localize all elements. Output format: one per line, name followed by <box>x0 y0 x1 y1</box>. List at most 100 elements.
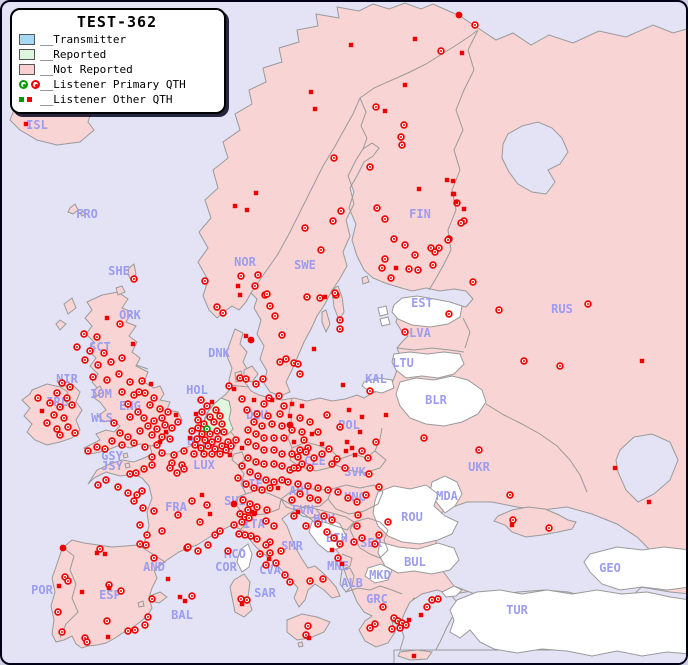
listener-primary-qth-marker <box>234 474 242 482</box>
listener-primary-qth-marker <box>277 547 285 555</box>
listener-primary-qth-marker <box>253 535 261 543</box>
listener-primary-qth-marker <box>402 621 410 629</box>
listener-other-qth-marker <box>309 431 315 437</box>
listener-primary-qth-marker <box>260 434 268 442</box>
listener-other-qth-marker <box>311 346 317 352</box>
listener-primary-qth-marker <box>254 271 262 279</box>
listener-primary-qth-marker <box>201 277 209 285</box>
listener-primary-qth-marker <box>203 501 211 509</box>
listener-primary-qth-marker <box>371 540 379 548</box>
listener-primary-qth-marker <box>108 437 116 445</box>
listener-primary-qth-marker <box>358 447 366 455</box>
listener-primary-qth-marker <box>124 433 132 441</box>
island-orkney <box>115 285 126 296</box>
listener-primary-qth-marker <box>244 438 252 446</box>
listener-other-qth-marker <box>343 448 349 454</box>
listener-primary-qth-marker <box>302 448 310 456</box>
country-label-rou: ROU <box>401 510 423 524</box>
listener-primary-qth-marker <box>381 255 389 263</box>
listener-other-qth-marker <box>312 106 318 112</box>
green-square-marker-icon <box>19 97 24 102</box>
listener-primary-qth-marker-reported <box>203 425 211 433</box>
listener-primary-qth-marker <box>434 595 442 603</box>
country-label-ork: ORK <box>119 308 141 322</box>
country-label-esp: ESP <box>99 588 121 602</box>
listener-primary-qth-marker <box>191 441 199 449</box>
listener-primary-qth-marker <box>126 378 134 386</box>
listener-primary-qth-marker <box>263 506 271 514</box>
listener-primary-qth-marker <box>303 293 311 301</box>
listener-primary-qth-marker <box>148 431 156 439</box>
listener-other-qth-marker <box>199 492 205 498</box>
listener-primary-qth-marker <box>50 411 58 419</box>
legend-label: __Reported <box>40 48 107 61</box>
listener-primary-qth-marker <box>136 540 144 548</box>
listener-cluster-marker <box>247 336 255 344</box>
listener-other-qth-marker <box>295 509 301 515</box>
listener-primary-qth-marker <box>288 426 296 434</box>
listener-primary-qth-marker <box>64 423 72 431</box>
listener-primary-qth-marker <box>278 476 286 484</box>
listener-primary-qth-marker <box>252 458 260 466</box>
listener-other-qth-marker <box>359 414 365 420</box>
sea-of-azov <box>615 433 679 503</box>
listener-primary-qth-marker <box>224 547 232 555</box>
listener-primary-qth-marker <box>124 400 132 408</box>
listener-primary-qth-marker <box>325 445 333 453</box>
listener-primary-qth-marker <box>373 204 381 212</box>
listener-other-qth-marker <box>612 465 618 471</box>
listener-primary-qth-marker <box>107 358 115 366</box>
border-pol-svk <box>339 450 376 460</box>
listener-primary-qth-marker <box>116 320 124 328</box>
listener-primary-qth-marker <box>225 382 233 390</box>
country-label-svk: SVK <box>344 465 366 479</box>
listener-other-qth-marker <box>130 341 136 347</box>
listener-primary-qth-marker <box>242 375 250 383</box>
listener-other-qth-marker <box>275 485 281 491</box>
listener-primary-qth-marker <box>118 388 126 396</box>
listener-primary-qth-marker <box>506 491 514 499</box>
listener-other-qth-marker <box>402 82 408 88</box>
listener-primary-qth-marker <box>143 531 151 539</box>
legend-label: __Not Reported <box>40 63 133 76</box>
listener-primary-qth-marker <box>64 577 72 585</box>
listener-primary-qth-marker <box>43 419 51 427</box>
listener-primary-qth-marker <box>364 454 372 462</box>
border-hrv <box>313 508 355 531</box>
country-label-dnk: DNK <box>208 346 230 360</box>
listener-primary-qth-marker <box>242 480 250 488</box>
listener-primary-qth-marker <box>204 442 212 450</box>
listener-cluster-marker <box>455 11 463 19</box>
listener-other-qth-marker <box>231 386 237 392</box>
listener-primary-qth-marker <box>306 577 314 585</box>
listener-primary-qth-marker <box>220 428 228 436</box>
listener-primary-qth-marker <box>405 265 413 273</box>
listener-primary-qth-marker <box>131 626 139 634</box>
island-hebrides <box>55 297 77 331</box>
listener-primary-qth-marker <box>545 524 553 532</box>
listener-primary-qth-marker <box>371 620 379 628</box>
listener-other-qth-marker <box>106 585 112 591</box>
listener-other-qth-marker <box>319 441 325 447</box>
listener-primary-qth-marker <box>190 450 198 458</box>
island-great-britain <box>83 291 183 455</box>
listener-primary-qth-marker <box>323 411 331 419</box>
listener-other-qth-marker <box>339 561 345 567</box>
listener-primary-qth-marker <box>142 541 150 549</box>
listener-primary-qth-marker <box>281 571 289 579</box>
listener-other-qth-marker <box>94 550 100 556</box>
listener-primary-qth-marker <box>296 370 304 378</box>
listener-primary-qth-marker <box>140 414 148 422</box>
border-svn <box>294 505 321 519</box>
listener-primary-qth-marker <box>270 434 278 442</box>
listener-primary-qth-marker <box>86 347 94 355</box>
listener-primary-qth-marker <box>290 464 298 472</box>
listener-primary-qth-marker <box>270 460 278 468</box>
listener-primary-qth-marker <box>132 469 140 477</box>
listener-primary-qth-marker <box>150 417 158 425</box>
listener-primary-qth-marker <box>337 207 345 215</box>
country-label-por: POR <box>31 583 53 597</box>
border-hng <box>327 484 384 515</box>
legend-title: TEST-362 <box>76 13 158 31</box>
